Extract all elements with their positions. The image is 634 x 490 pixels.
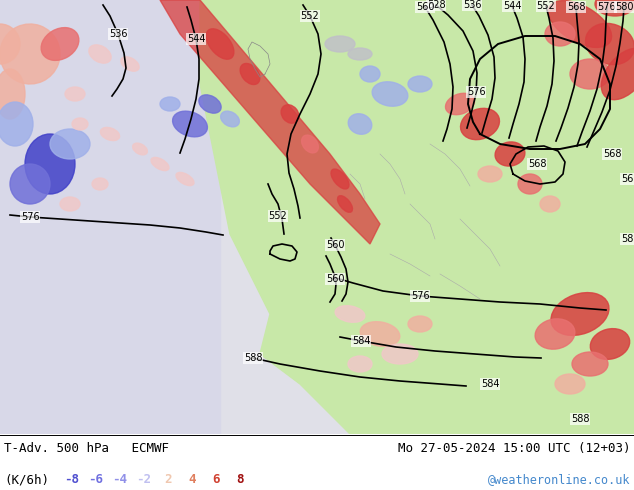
Ellipse shape — [545, 22, 575, 46]
Text: 536: 536 — [109, 29, 127, 39]
Ellipse shape — [551, 293, 609, 336]
Text: 6: 6 — [212, 473, 220, 486]
Text: 8: 8 — [236, 473, 243, 486]
Ellipse shape — [446, 93, 474, 115]
Ellipse shape — [518, 174, 542, 194]
Ellipse shape — [348, 356, 372, 372]
Text: 2: 2 — [164, 473, 172, 486]
Ellipse shape — [160, 97, 180, 111]
Text: 528: 528 — [427, 0, 445, 10]
Ellipse shape — [548, 0, 612, 48]
Ellipse shape — [0, 102, 33, 146]
Ellipse shape — [360, 66, 380, 82]
Ellipse shape — [65, 87, 85, 101]
Text: 544: 544 — [187, 34, 205, 44]
Text: 584: 584 — [481, 379, 499, 389]
Text: 552: 552 — [301, 11, 320, 21]
Ellipse shape — [0, 69, 25, 119]
Text: -8: -8 — [65, 473, 79, 486]
Text: -2: -2 — [136, 473, 152, 486]
Ellipse shape — [595, 0, 634, 16]
Ellipse shape — [121, 57, 139, 71]
Ellipse shape — [92, 178, 108, 190]
Text: 580: 580 — [615, 2, 633, 12]
Text: 576: 576 — [21, 212, 39, 222]
Text: Mo 27-05-2024 15:00 UTC (12+03): Mo 27-05-2024 15:00 UTC (12+03) — [398, 442, 630, 455]
Ellipse shape — [408, 316, 432, 332]
Text: -4: -4 — [112, 473, 127, 486]
Ellipse shape — [25, 134, 75, 194]
Ellipse shape — [89, 45, 111, 63]
Ellipse shape — [50, 129, 90, 159]
Ellipse shape — [572, 352, 608, 376]
Ellipse shape — [382, 344, 418, 364]
Ellipse shape — [331, 169, 349, 189]
Ellipse shape — [337, 196, 353, 212]
Ellipse shape — [221, 111, 240, 127]
Ellipse shape — [206, 29, 234, 59]
Text: 588: 588 — [571, 414, 589, 424]
Ellipse shape — [325, 36, 355, 52]
Ellipse shape — [570, 59, 610, 89]
Ellipse shape — [408, 76, 432, 92]
Ellipse shape — [360, 321, 400, 346]
Ellipse shape — [41, 27, 79, 60]
Text: 568: 568 — [527, 159, 547, 169]
Text: 576: 576 — [598, 2, 616, 12]
Text: 584: 584 — [352, 336, 370, 346]
Ellipse shape — [590, 329, 630, 359]
Ellipse shape — [176, 172, 194, 186]
Text: 552: 552 — [536, 1, 555, 11]
Ellipse shape — [0, 24, 60, 84]
Ellipse shape — [555, 374, 585, 394]
Ellipse shape — [172, 111, 207, 137]
Text: 576: 576 — [467, 87, 485, 97]
Polygon shape — [200, 0, 634, 434]
Text: -6: -6 — [89, 473, 103, 486]
Ellipse shape — [601, 49, 634, 100]
Ellipse shape — [495, 142, 525, 166]
Text: 568: 568 — [603, 149, 621, 159]
Text: 4: 4 — [188, 473, 196, 486]
Text: 576: 576 — [411, 291, 429, 301]
Text: 580: 580 — [621, 234, 634, 244]
Text: 552: 552 — [269, 211, 287, 221]
Bar — [0, 0, 220, 434]
Ellipse shape — [460, 108, 500, 140]
Ellipse shape — [281, 105, 299, 123]
Ellipse shape — [372, 82, 408, 106]
Ellipse shape — [535, 319, 575, 349]
Ellipse shape — [540, 196, 560, 212]
Ellipse shape — [0, 24, 20, 64]
Text: 560: 560 — [326, 274, 344, 284]
Polygon shape — [160, 0, 380, 244]
Text: 588: 588 — [243, 353, 262, 363]
Ellipse shape — [348, 48, 372, 60]
Ellipse shape — [60, 197, 80, 211]
Text: 536: 536 — [463, 0, 481, 10]
Text: 568: 568 — [621, 174, 634, 184]
Text: 560: 560 — [326, 240, 344, 250]
Ellipse shape — [199, 95, 221, 113]
Ellipse shape — [10, 164, 50, 204]
Ellipse shape — [302, 135, 318, 153]
Ellipse shape — [478, 166, 502, 182]
Ellipse shape — [586, 24, 634, 65]
Text: @weatheronline.co.uk: @weatheronline.co.uk — [488, 473, 630, 486]
Ellipse shape — [133, 143, 147, 155]
Ellipse shape — [151, 157, 169, 171]
Ellipse shape — [335, 306, 365, 322]
Text: 544: 544 — [503, 1, 521, 11]
Text: (K/6h): (K/6h) — [4, 473, 49, 486]
Text: T-Adv. 500 hPa   ECMWF: T-Adv. 500 hPa ECMWF — [4, 442, 169, 455]
Text: 560: 560 — [416, 2, 434, 12]
Ellipse shape — [348, 114, 372, 134]
Text: 568: 568 — [567, 2, 585, 12]
Ellipse shape — [240, 64, 260, 85]
Ellipse shape — [72, 118, 88, 130]
Ellipse shape — [100, 127, 120, 141]
